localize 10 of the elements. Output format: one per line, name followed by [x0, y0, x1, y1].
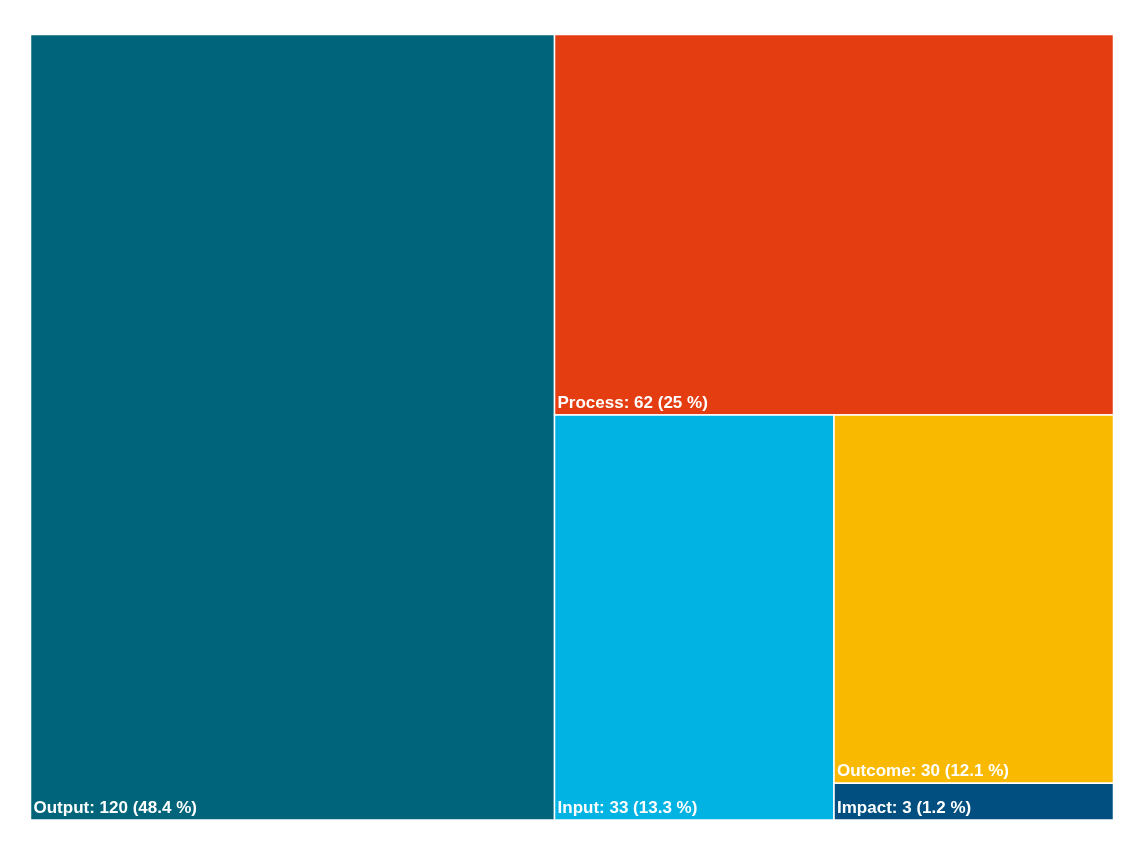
data-label: : 62 (25 %) — [623, 392, 708, 412]
data-label: : 30 (12.1 %) — [910, 761, 1009, 781]
data-label: : 120 (48.4 %) — [89, 798, 197, 817]
category-label: Output — [33, 798, 90, 817]
category-label: Input — [557, 798, 600, 817]
category-label: Impact — [837, 798, 893, 817]
category-label: Outcome — [837, 761, 911, 781]
data-label: : 33 (13.3 %) — [599, 798, 698, 817]
data-label: : 3 (1.2 %) — [891, 798, 972, 817]
category-label: Process — [557, 392, 624, 412]
